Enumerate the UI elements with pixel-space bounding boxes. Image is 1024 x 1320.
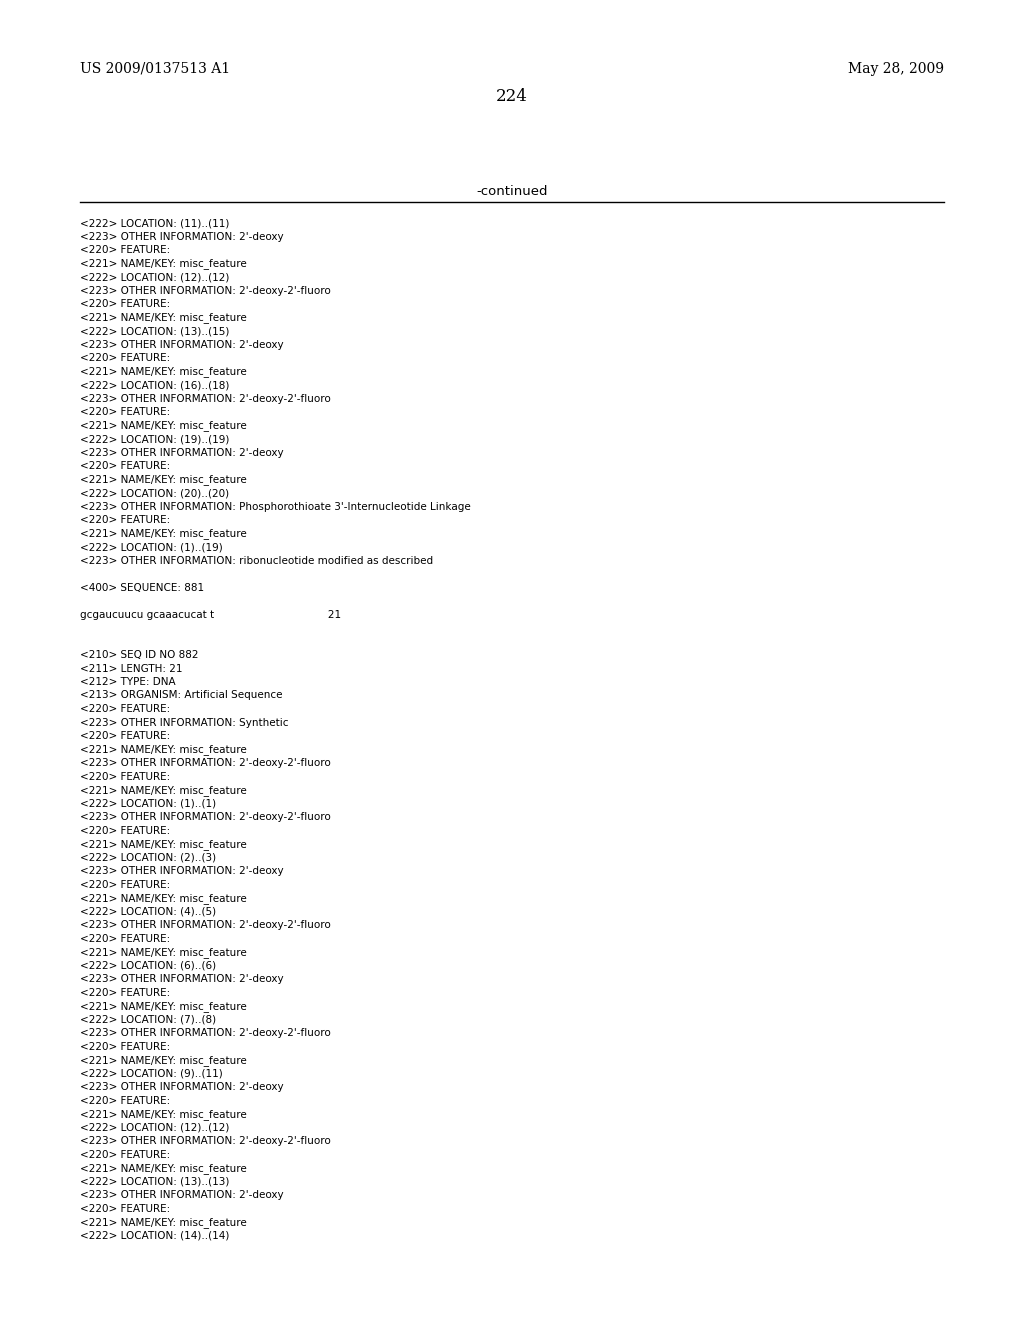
Text: <222> LOCATION: (7)..(8): <222> LOCATION: (7)..(8) [80, 1015, 216, 1024]
Text: <221> NAME/KEY: misc_feature: <221> NAME/KEY: misc_feature [80, 1217, 247, 1228]
Text: <220> FEATURE:: <220> FEATURE: [80, 704, 170, 714]
Text: <221> NAME/KEY: misc_feature: <221> NAME/KEY: misc_feature [80, 367, 247, 378]
Text: <222> LOCATION: (20)..(20): <222> LOCATION: (20)..(20) [80, 488, 229, 498]
Text: <220> FEATURE:: <220> FEATURE: [80, 825, 170, 836]
Text: -continued: -continued [476, 185, 548, 198]
Text: <213> ORGANISM: Artificial Sequence: <213> ORGANISM: Artificial Sequence [80, 690, 283, 701]
Text: <223> OTHER INFORMATION: 2'-deoxy-2'-fluoro: <223> OTHER INFORMATION: 2'-deoxy-2'-flu… [80, 758, 331, 768]
Text: <223> OTHER INFORMATION: 2'-deoxy: <223> OTHER INFORMATION: 2'-deoxy [80, 231, 284, 242]
Text: <222> LOCATION: (2)..(3): <222> LOCATION: (2)..(3) [80, 853, 216, 862]
Text: <221> NAME/KEY: misc_feature: <221> NAME/KEY: misc_feature [80, 785, 247, 796]
Text: <222> LOCATION: (16)..(18): <222> LOCATION: (16)..(18) [80, 380, 229, 389]
Text: <223> OTHER INFORMATION: 2'-deoxy: <223> OTHER INFORMATION: 2'-deoxy [80, 866, 284, 876]
Text: gcgaucuucu gcaaacucat t                                   21: gcgaucuucu gcaaacucat t 21 [80, 610, 341, 619]
Text: <223> OTHER INFORMATION: 2'-deoxy: <223> OTHER INFORMATION: 2'-deoxy [80, 974, 284, 983]
Text: <211> LENGTH: 21: <211> LENGTH: 21 [80, 664, 182, 673]
Text: <221> NAME/KEY: misc_feature: <221> NAME/KEY: misc_feature [80, 474, 247, 486]
Text: <220> FEATURE:: <220> FEATURE: [80, 879, 170, 890]
Text: <223> OTHER INFORMATION: 2'-deoxy: <223> OTHER INFORMATION: 2'-deoxy [80, 1082, 284, 1092]
Text: <222> LOCATION: (14)..(14): <222> LOCATION: (14)..(14) [80, 1230, 229, 1241]
Text: <222> LOCATION: (9)..(11): <222> LOCATION: (9)..(11) [80, 1068, 223, 1078]
Text: <223> OTHER INFORMATION: 2'-deoxy: <223> OTHER INFORMATION: 2'-deoxy [80, 447, 284, 458]
Text: <221> NAME/KEY: misc_feature: <221> NAME/KEY: misc_feature [80, 528, 247, 540]
Text: <220> FEATURE:: <220> FEATURE: [80, 300, 170, 309]
Text: <220> FEATURE:: <220> FEATURE: [80, 461, 170, 471]
Text: <220> FEATURE:: <220> FEATURE: [80, 352, 170, 363]
Text: <220> FEATURE:: <220> FEATURE: [80, 515, 170, 525]
Text: <221> NAME/KEY: misc_feature: <221> NAME/KEY: misc_feature [80, 1001, 247, 1012]
Text: <221> NAME/KEY: misc_feature: <221> NAME/KEY: misc_feature [80, 1055, 247, 1067]
Text: <222> LOCATION: (1)..(19): <222> LOCATION: (1)..(19) [80, 543, 223, 552]
Text: <210> SEQ ID NO 882: <210> SEQ ID NO 882 [80, 649, 199, 660]
Text: <223> OTHER INFORMATION: Phosphorothioate 3'-Internucleotide Linkage: <223> OTHER INFORMATION: Phosphorothioat… [80, 502, 471, 511]
Text: <223> OTHER INFORMATION: 2'-deoxy-2'-fluoro: <223> OTHER INFORMATION: 2'-deoxy-2'-flu… [80, 1028, 331, 1038]
Text: <220> FEATURE:: <220> FEATURE: [80, 1204, 170, 1213]
Text: <220> FEATURE:: <220> FEATURE: [80, 771, 170, 781]
Text: <223> OTHER INFORMATION: ribonucleotide modified as described: <223> OTHER INFORMATION: ribonucleotide … [80, 556, 433, 565]
Text: <212> TYPE: DNA: <212> TYPE: DNA [80, 677, 176, 686]
Text: <222> LOCATION: (19)..(19): <222> LOCATION: (19)..(19) [80, 434, 229, 444]
Text: <222> LOCATION: (11)..(11): <222> LOCATION: (11)..(11) [80, 218, 229, 228]
Text: 224: 224 [496, 88, 528, 106]
Text: <220> FEATURE:: <220> FEATURE: [80, 1041, 170, 1052]
Text: <222> LOCATION: (13)..(13): <222> LOCATION: (13)..(13) [80, 1176, 229, 1187]
Text: <220> FEATURE:: <220> FEATURE: [80, 1096, 170, 1106]
Text: <221> NAME/KEY: misc_feature: <221> NAME/KEY: misc_feature [80, 744, 247, 755]
Text: <222> LOCATION: (12)..(12): <222> LOCATION: (12)..(12) [80, 272, 229, 282]
Text: <223> OTHER INFORMATION: 2'-deoxy-2'-fluoro: <223> OTHER INFORMATION: 2'-deoxy-2'-flu… [80, 812, 331, 822]
Text: <222> LOCATION: (12)..(12): <222> LOCATION: (12)..(12) [80, 1122, 229, 1133]
Text: <220> FEATURE:: <220> FEATURE: [80, 246, 170, 255]
Text: <223> OTHER INFORMATION: 2'-deoxy-2'-fluoro: <223> OTHER INFORMATION: 2'-deoxy-2'-flu… [80, 920, 331, 931]
Text: <222> LOCATION: (13)..(15): <222> LOCATION: (13)..(15) [80, 326, 229, 337]
Text: <223> OTHER INFORMATION: 2'-deoxy-2'-fluoro: <223> OTHER INFORMATION: 2'-deoxy-2'-flu… [80, 285, 331, 296]
Text: <220> FEATURE:: <220> FEATURE: [80, 1150, 170, 1159]
Text: <221> NAME/KEY: misc_feature: <221> NAME/KEY: misc_feature [80, 946, 247, 958]
Text: <221> NAME/KEY: misc_feature: <221> NAME/KEY: misc_feature [80, 1163, 247, 1173]
Text: <220> FEATURE:: <220> FEATURE: [80, 933, 170, 944]
Text: <223> OTHER INFORMATION: 2'-deoxy-2'-fluoro: <223> OTHER INFORMATION: 2'-deoxy-2'-flu… [80, 393, 331, 404]
Text: May 28, 2009: May 28, 2009 [848, 62, 944, 77]
Text: <220> FEATURE:: <220> FEATURE: [80, 407, 170, 417]
Text: <222> LOCATION: (1)..(1): <222> LOCATION: (1)..(1) [80, 799, 216, 808]
Text: <220> FEATURE:: <220> FEATURE: [80, 987, 170, 998]
Text: <221> NAME/KEY: misc_feature: <221> NAME/KEY: misc_feature [80, 894, 247, 904]
Text: <223> OTHER INFORMATION: 2'-deoxy-2'-fluoro: <223> OTHER INFORMATION: 2'-deoxy-2'-flu… [80, 1137, 331, 1146]
Text: <221> NAME/KEY: misc_feature: <221> NAME/KEY: misc_feature [80, 421, 247, 432]
Text: <221> NAME/KEY: misc_feature: <221> NAME/KEY: misc_feature [80, 840, 247, 850]
Text: <222> LOCATION: (6)..(6): <222> LOCATION: (6)..(6) [80, 961, 216, 970]
Text: <221> NAME/KEY: misc_feature: <221> NAME/KEY: misc_feature [80, 259, 247, 269]
Text: US 2009/0137513 A1: US 2009/0137513 A1 [80, 62, 230, 77]
Text: <400> SEQUENCE: 881: <400> SEQUENCE: 881 [80, 582, 204, 593]
Text: <221> NAME/KEY: misc_feature: <221> NAME/KEY: misc_feature [80, 313, 247, 323]
Text: <223> OTHER INFORMATION: 2'-deoxy: <223> OTHER INFORMATION: 2'-deoxy [80, 1191, 284, 1200]
Text: <221> NAME/KEY: misc_feature: <221> NAME/KEY: misc_feature [80, 1109, 247, 1119]
Text: <223> OTHER INFORMATION: 2'-deoxy: <223> OTHER INFORMATION: 2'-deoxy [80, 339, 284, 350]
Text: <223> OTHER INFORMATION: Synthetic: <223> OTHER INFORMATION: Synthetic [80, 718, 289, 727]
Text: <220> FEATURE:: <220> FEATURE: [80, 731, 170, 741]
Text: <222> LOCATION: (4)..(5): <222> LOCATION: (4)..(5) [80, 907, 216, 916]
